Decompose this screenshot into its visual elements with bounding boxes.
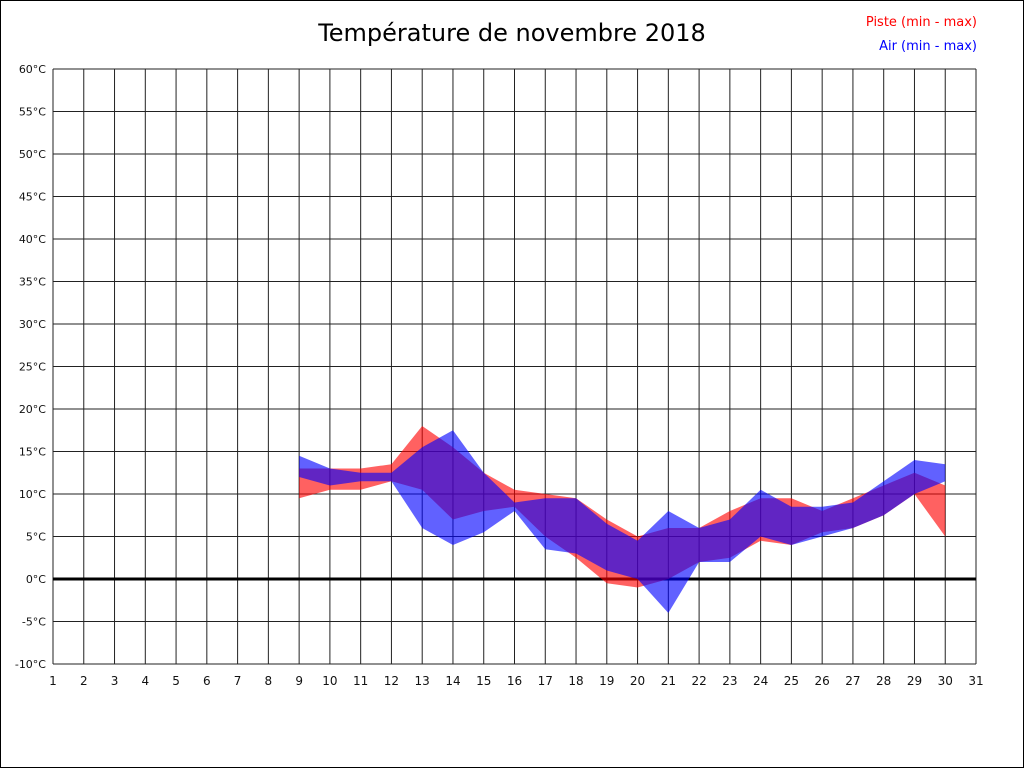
x-tick-label: 3 [111, 674, 119, 688]
x-tick-label: 1 [49, 674, 57, 688]
legend-item-air: Air (min - max) [879, 39, 977, 54]
y-tick-label: 0°C [26, 573, 46, 586]
x-tick-label: 22 [691, 674, 706, 688]
x-tick-label: 25 [784, 674, 799, 688]
x-tick-label: 13 [415, 674, 430, 688]
y-tick-label: 30°C [19, 318, 46, 331]
x-tick-label: 11 [353, 674, 368, 688]
x-tick-label: 18 [568, 674, 583, 688]
x-tick-label: 28 [876, 674, 891, 688]
y-tick-label: -5°C [22, 616, 46, 629]
x-tick-label: 29 [907, 674, 922, 688]
x-tick-label: 27 [845, 674, 860, 688]
y-tick-label: 25°C [19, 361, 46, 374]
y-tick-label: 15°C [19, 446, 46, 459]
x-tick-label: 16 [507, 674, 522, 688]
x-tick-label: 15 [476, 674, 491, 688]
x-tick-label: 23 [722, 674, 737, 688]
x-tick-label: 17 [538, 674, 553, 688]
y-tick-label: -10°C [15, 658, 46, 671]
y-tick-label: 5°C [26, 531, 46, 544]
x-tick-label: 9 [295, 674, 303, 688]
x-tick-label: 20 [630, 674, 645, 688]
x-tick-label: 31 [968, 674, 983, 688]
x-tick-label: 4 [141, 674, 149, 688]
y-tick-label: 60°C [19, 63, 46, 76]
x-tick-label: 10 [322, 674, 337, 688]
x-tick-label: 8 [265, 674, 273, 688]
y-tick-label: 35°C [19, 276, 46, 289]
legend: Piste (min - max) Air (min - max) [866, 11, 977, 59]
legend-item-piste: Piste (min - max) [865, 15, 977, 30]
y-tick-label: 40°C [19, 233, 46, 246]
x-tick-label: 30 [938, 674, 953, 688]
y-tick-label: 20°C [19, 403, 46, 416]
chart-title: Température de novembre 2018 [318, 19, 706, 47]
x-tick-label: 5 [172, 674, 180, 688]
x-tick-label: 21 [661, 674, 676, 688]
x-tick-label: 26 [815, 674, 830, 688]
y-tick-label: 55°C [19, 106, 46, 119]
band-air [299, 430, 946, 613]
x-tick-label: 6 [203, 674, 211, 688]
x-tick-label: 12 [384, 674, 399, 688]
x-tick-label: 19 [599, 674, 614, 688]
y-tick-label: 10°C [19, 488, 46, 501]
x-tick-label: 14 [445, 674, 460, 688]
x-tick-label: 2 [80, 674, 88, 688]
x-tick-label: 7 [234, 674, 242, 688]
y-tick-label: 50°C [19, 148, 46, 161]
y-tick-label: 45°C [19, 191, 46, 204]
x-tick-label: 24 [753, 674, 768, 688]
